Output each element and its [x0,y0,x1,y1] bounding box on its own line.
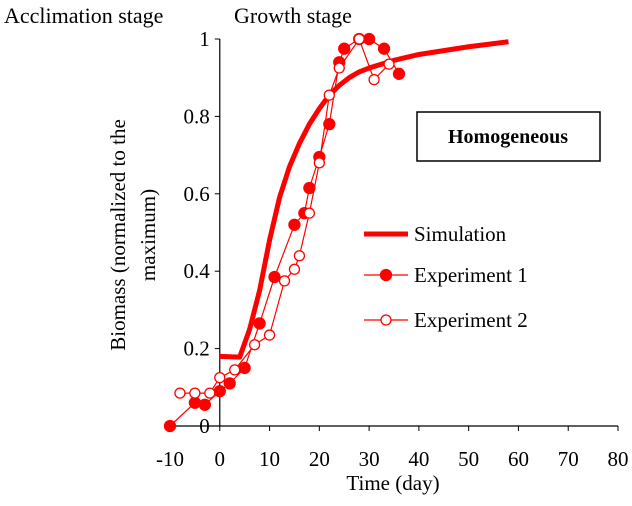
data-point-filled [223,377,236,390]
data-point-open [214,371,226,384]
y-axis-label-line-2: maximum) [136,189,160,281]
data-point-open [313,157,325,169]
data-point-filled [238,361,251,375]
stage-label-growth: Growth stage [234,3,352,28]
y-axis-label-line-1: Biomass (normalized to the [106,119,130,351]
legend-marker [380,314,392,326]
y-tick-label: 0.4 [184,259,211,283]
series-3 [174,33,395,399]
x-axis-label: Time (day) [346,471,439,495]
x-tick-label: 10 [259,447,280,471]
annotation-text: Homogeneous [448,126,568,148]
data-point-open [248,339,261,351]
data-point-open [293,250,306,262]
annotation-box: Homogeneous [416,111,601,162]
data-point-open [353,33,365,45]
y-tick-label: 1 [199,27,210,51]
legend-entry-3: Experiment 2 [364,308,528,332]
legend-label: Simulation [414,222,507,246]
stage-label-acclimation: Acclimation stage [4,3,163,28]
data-point-filled [213,385,226,398]
x-tick-label: 50 [458,447,479,471]
legend-label: Experiment 1 [414,263,528,287]
x-tick-label: 70 [558,447,579,471]
data-point-filled [377,42,391,55]
x-tick-label: 30 [359,447,380,471]
data-point-filled [323,117,336,131]
data-point-filled [188,396,202,409]
y-tick-label: 0 [199,414,210,438]
legend-entry-1: Simulation [364,222,507,246]
data-point-filled [288,218,301,231]
data-point-open [323,89,335,101]
legend-label: Experiment 2 [414,308,528,332]
x-tick-label: 60 [508,447,529,471]
x-tick-label: 0 [215,447,226,471]
data-point-filled [362,32,376,46]
x-tick-label: 80 [608,447,629,471]
data-point-open [174,387,186,399]
data-point-open [368,73,380,86]
y-tick-label: 0.8 [184,104,210,128]
legend-entry-2: Experiment 1 [364,263,528,287]
plot-area [163,32,509,433]
legend: Simulation Experiment 1 Experiment 2 [364,222,528,332]
data-point-filled [163,419,177,433]
data-point-open [204,387,216,399]
data-point-open [383,58,395,70]
y-tick-label: 0.2 [184,337,210,361]
legend-marker [379,268,393,282]
series-line [179,37,390,394]
axes: 0 0.2 0.4 0.6 0.8 1 -10 0 10 20 30 40 50 60 70 80 [156,27,629,471]
data-point-open [278,275,291,287]
data-point-filled [338,42,351,55]
data-point-open [288,263,301,275]
data-point-filled [253,317,266,330]
x-tick-label: 20 [309,447,330,471]
data-point-open [189,387,201,399]
data-point-open [263,329,276,341]
data-point-open [333,62,345,74]
data-point-open [229,364,241,376]
data-point-filled [392,67,406,80]
x-tick-label: -10 [156,447,184,471]
data-point-filled [198,398,211,411]
y-tick-label: 0.6 [184,182,210,206]
data-point-filled [268,270,281,284]
data-point-open [303,207,316,219]
x-tick-label: 40 [408,447,429,471]
